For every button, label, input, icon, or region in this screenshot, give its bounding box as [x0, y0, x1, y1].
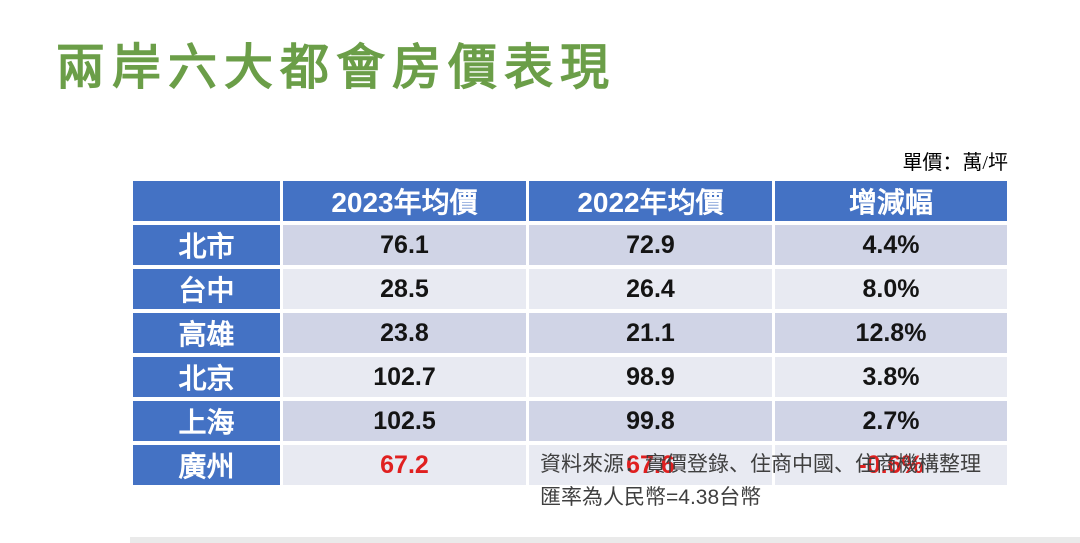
value-cell: 76.1: [283, 225, 526, 265]
column-header-change: 增減幅: [775, 181, 1007, 221]
table-row-negative: 廣州 67.2 67.6 -0.6%: [133, 445, 1007, 485]
row-label-cell: 北京: [133, 357, 280, 397]
table-row: 北市 76.1 72.9 4.4%: [133, 225, 1007, 265]
row-label-cell: 廣州: [133, 445, 280, 485]
bottom-bar: [130, 537, 1080, 543]
value-cell: 67.2: [283, 445, 526, 485]
source-note-line1: 資料來源：實價登錄、住商中國、住商機構整理: [540, 453, 981, 476]
page-title: 兩岸六大都會房價表現: [56, 41, 617, 95]
value-cell: 99.8: [529, 401, 772, 441]
change-cell: 4.4%: [775, 225, 1007, 265]
value-cell: 67.6: [529, 445, 772, 485]
row-label-cell: 高雄: [133, 313, 280, 353]
source-note: 資料來源：實價登錄、住商中國、住商機構整理 匯率為人民幣=4.38台幣: [540, 448, 981, 514]
table-row: 北京 102.7 98.9 3.8%: [133, 357, 1007, 397]
value-cell: 23.8: [283, 313, 526, 353]
price-table: 2023年均價 2022年均價 增減幅 北市 76.1 72.9 4.4% 台中…: [130, 177, 1010, 489]
row-label-cell: 北市: [133, 225, 280, 265]
change-cell: 2.7%: [775, 401, 1007, 441]
table-corner-cell: [133, 181, 280, 221]
column-header-2022: 2022年均價: [529, 181, 772, 221]
row-label-cell: 台中: [133, 269, 280, 309]
unit-label: 單價：萬/坪: [902, 152, 1008, 174]
change-cell: 12.8%: [775, 313, 1007, 353]
row-label-cell: 上海: [133, 401, 280, 441]
value-cell: 102.5: [283, 401, 526, 441]
value-cell: 21.1: [529, 313, 772, 353]
table-row: 高雄 23.8 21.1 12.8%: [133, 313, 1007, 353]
change-cell: 8.0%: [775, 269, 1007, 309]
change-cell: 3.8%: [775, 357, 1007, 397]
value-cell: 26.4: [529, 269, 772, 309]
change-cell: -0.6%: [775, 445, 1007, 485]
value-cell: 102.7: [283, 357, 526, 397]
table-row: 台中 28.5 26.4 8.0%: [133, 269, 1007, 309]
table-header-row: 2023年均價 2022年均價 增減幅: [133, 181, 1007, 221]
table-row: 上海 102.5 99.8 2.7%: [133, 401, 1007, 441]
value-cell: 28.5: [283, 269, 526, 309]
value-cell: 98.9: [529, 357, 772, 397]
source-note-line2: 匯率為人民幣=4.38台幣: [540, 486, 762, 509]
column-header-2023: 2023年均價: [283, 181, 526, 221]
value-cell: 72.9: [529, 225, 772, 265]
